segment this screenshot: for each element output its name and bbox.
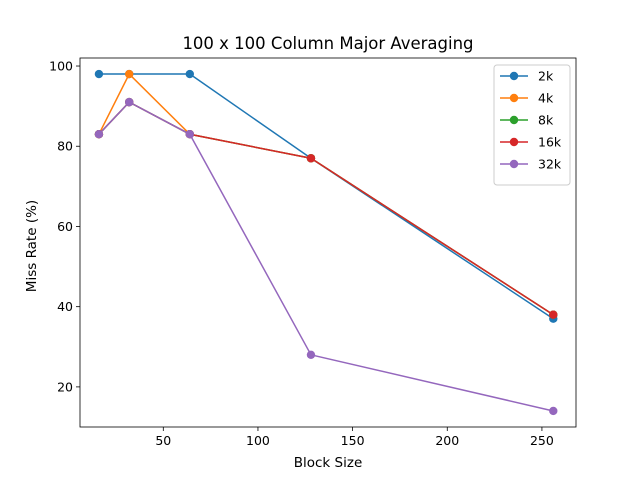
legend-item-2k: 2k [500, 69, 554, 84]
legend-marker [509, 115, 519, 125]
legend-label: 8k [538, 113, 554, 128]
series-8k [94, 97, 558, 319]
data-point-2k-16 [94, 69, 104, 79]
series-16k [94, 97, 558, 319]
plot-area [79, 57, 577, 428]
series-line-8k [98, 101, 554, 316]
legend-item-16k: 16k [500, 135, 562, 150]
series-line-4k [98, 73, 554, 316]
chart-title: 100 x 100 Column Major Averaging [182, 34, 473, 53]
data-point-32k-16 [94, 130, 104, 139]
x-tick-label: 200 [435, 433, 459, 448]
y-tick-label: 20 [57, 379, 73, 394]
y-axis-label: Miss Rate (%) [24, 200, 40, 292]
series-32k [94, 97, 558, 416]
data-point-16k-128 [306, 154, 316, 163]
data-point-32k-256 [549, 406, 558, 416]
legend-marker [509, 93, 519, 103]
data-point-32k-32 [125, 97, 134, 107]
legend-item-8k: 8k [500, 113, 554, 128]
series-line-16k [98, 101, 554, 316]
plot-frame [79, 57, 577, 428]
data-point-32k-64 [185, 130, 195, 139]
x-tick-label: 50 [155, 433, 171, 448]
legend-marker [509, 159, 519, 169]
legend-marker [509, 71, 519, 81]
y-tick-label: 40 [57, 299, 73, 314]
series-4k [94, 69, 558, 319]
x-axis: 50 100 150 200 250 [155, 427, 554, 448]
legend-item-4k: 4k [500, 91, 554, 106]
series-line-32k [98, 101, 554, 412]
data-point-32k-128 [306, 350, 316, 360]
x-axis-label: Block Size [294, 455, 363, 471]
legend-label: 16k [538, 135, 562, 150]
data-point-4k-32 [125, 69, 134, 79]
legend-marker [509, 137, 519, 147]
y-axis: 20 40 60 80 100 [49, 59, 80, 394]
data-point-16k-256 [549, 310, 558, 319]
x-tick-label: 100 [246, 433, 270, 448]
x-tick-label: 150 [341, 433, 365, 448]
legend-label: 32k [538, 157, 562, 172]
legend-label: 2k [538, 69, 554, 84]
data-point-2k-64 [185, 69, 195, 79]
legend-label: 4k [538, 91, 554, 106]
y-tick-label: 80 [57, 139, 73, 154]
y-tick-label: 60 [57, 219, 73, 234]
legend: 2k 4k 8k 16k 32k [493, 64, 571, 186]
x-tick-label: 250 [530, 433, 554, 448]
y-tick-label: 100 [49, 59, 73, 74]
legend-item-32k: 32k [500, 157, 562, 172]
